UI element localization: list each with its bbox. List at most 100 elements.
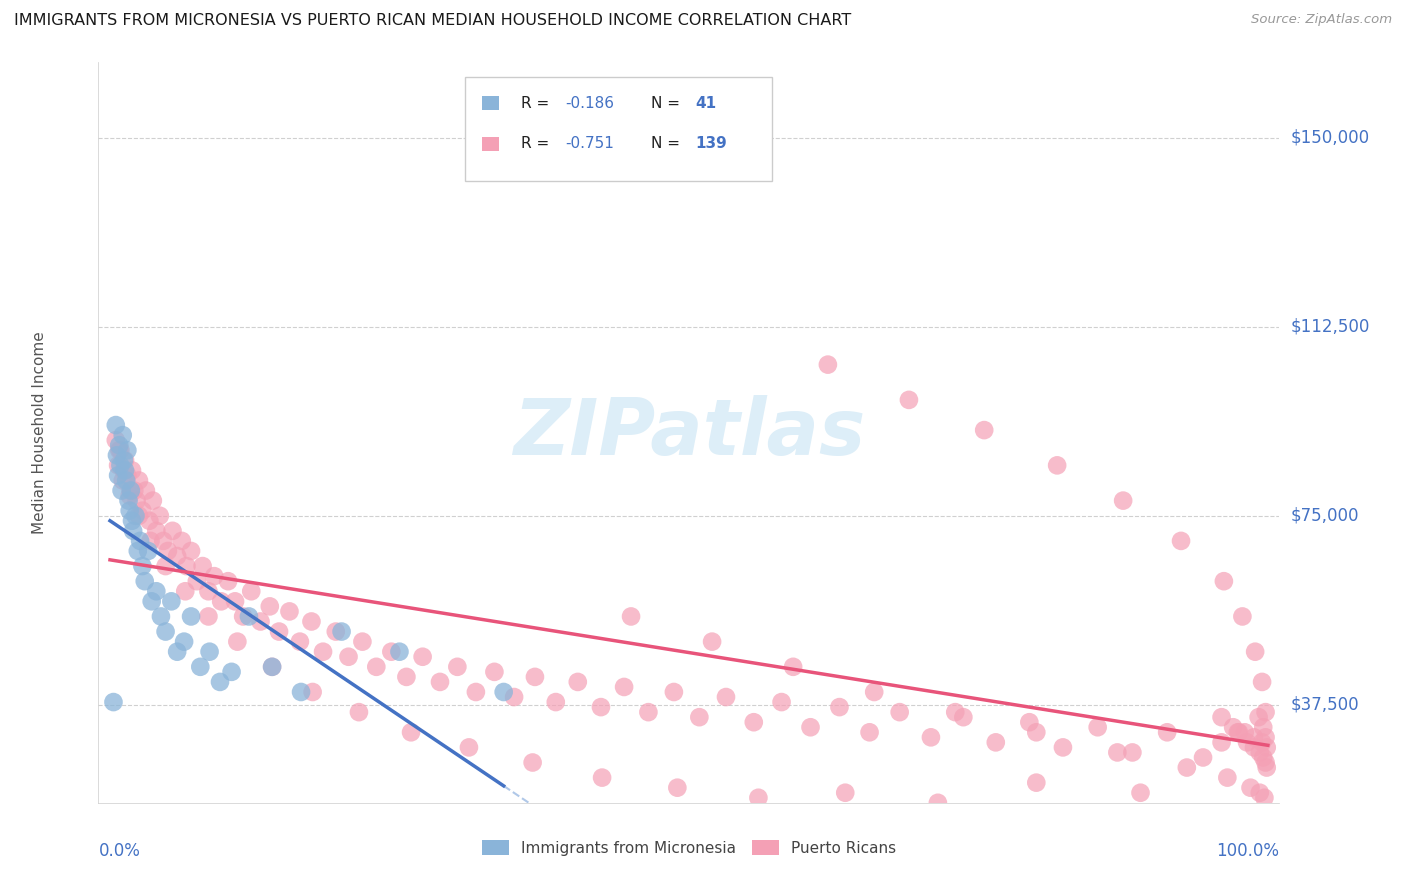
Puerto Ricans — [1249, 786, 1271, 800]
Puerto Ricans — [128, 508, 150, 523]
Text: -0.186: -0.186 — [565, 95, 614, 111]
Immigrants from Micronesia — [103, 695, 125, 709]
Text: 0.0%: 0.0% — [98, 842, 141, 860]
Puerto Ricans — [464, 685, 486, 699]
Puerto Ricans — [337, 649, 360, 664]
Immigrants from Micronesia — [141, 594, 163, 608]
Immigrants from Micronesia — [117, 443, 139, 458]
Puerto Ricans — [446, 660, 468, 674]
Immigrants from Micronesia — [114, 463, 136, 477]
Immigrants from Micronesia — [238, 609, 260, 624]
Puerto Ricans — [120, 483, 142, 498]
Puerto Ricans — [352, 634, 374, 648]
Immigrants from Micronesia — [492, 685, 515, 699]
Puerto Ricans — [111, 474, 134, 488]
Puerto Ricans — [770, 695, 793, 709]
Puerto Ricans — [240, 584, 263, 599]
Immigrants from Micronesia — [388, 645, 411, 659]
Puerto Ricans — [202, 569, 225, 583]
Puerto Ricans — [135, 483, 157, 498]
Immigrants from Micronesia — [115, 474, 138, 488]
Puerto Ricans — [1249, 746, 1271, 760]
Puerto Ricans — [104, 433, 127, 447]
Puerto Ricans — [259, 599, 281, 614]
Puerto Ricans — [700, 634, 723, 648]
Puerto Ricans — [166, 549, 188, 563]
Puerto Ricans — [112, 463, 135, 477]
Immigrants from Micronesia — [145, 584, 167, 599]
Legend: Immigrants from Micronesia, Puerto Ricans: Immigrants from Micronesia, Puerto Rican… — [475, 834, 903, 862]
Puerto Ricans — [108, 443, 131, 458]
Puerto Ricans — [834, 786, 856, 800]
Text: $112,500: $112,500 — [1291, 318, 1369, 336]
Puerto Ricans — [1087, 720, 1109, 734]
Puerto Ricans — [984, 735, 1007, 749]
Puerto Ricans — [186, 574, 208, 589]
Puerto Ricans — [817, 358, 839, 372]
Immigrants from Micronesia — [290, 685, 312, 699]
Puerto Ricans — [1156, 725, 1178, 739]
Puerto Ricans — [174, 584, 197, 599]
Puerto Ricans — [125, 493, 148, 508]
Puerto Ricans — [1170, 533, 1192, 548]
Puerto Ricans — [1243, 740, 1265, 755]
Puerto Ricans — [1232, 609, 1254, 624]
Puerto Ricans — [162, 524, 184, 538]
Text: Median Household Income: Median Household Income — [32, 331, 46, 534]
Puerto Ricans — [124, 483, 146, 498]
Puerto Ricans — [180, 544, 202, 558]
Puerto Ricans — [191, 559, 214, 574]
Puerto Ricans — [107, 458, 129, 473]
Immigrants from Micronesia — [117, 493, 139, 508]
Puerto Ricans — [799, 720, 821, 734]
Puerto Ricans — [1227, 725, 1250, 739]
Text: IMMIGRANTS FROM MICRONESIA VS PUERTO RICAN MEDIAN HOUSEHOLD INCOME CORRELATION C: IMMIGRANTS FROM MICRONESIA VS PUERTO RIC… — [14, 13, 851, 29]
Immigrants from Micronesia — [155, 624, 177, 639]
Puerto Ricans — [589, 700, 612, 714]
Text: 41: 41 — [695, 95, 716, 111]
Puerto Ricans — [1251, 750, 1274, 764]
Puerto Ricans — [121, 463, 143, 477]
Puerto Ricans — [973, 423, 995, 437]
Puerto Ricans — [312, 645, 335, 659]
Puerto Ricans — [858, 725, 880, 739]
Puerto Ricans — [1247, 710, 1270, 724]
Puerto Ricans — [170, 533, 193, 548]
Immigrants from Micronesia — [330, 624, 353, 639]
Puerto Ricans — [1243, 731, 1265, 745]
Puerto Ricans — [1256, 740, 1278, 755]
Puerto Ricans — [1052, 740, 1074, 755]
Puerto Ricans — [1256, 760, 1278, 774]
Puerto Ricans — [637, 705, 659, 719]
Puerto Ricans — [1254, 731, 1277, 745]
Immigrants from Micronesia — [107, 468, 129, 483]
Puerto Ricans — [1226, 725, 1249, 739]
Puerto Ricans — [714, 690, 737, 704]
Puerto Ricans — [262, 660, 284, 674]
Puerto Ricans — [1216, 771, 1239, 785]
Immigrants from Micronesia — [188, 660, 211, 674]
Puerto Ricans — [139, 533, 162, 548]
Puerto Ricans — [747, 790, 769, 805]
Puerto Ricans — [226, 634, 249, 648]
FancyBboxPatch shape — [482, 96, 499, 110]
Text: 139: 139 — [695, 136, 727, 152]
Puerto Ricans — [522, 756, 544, 770]
Puerto Ricans — [429, 674, 451, 689]
Puerto Ricans — [380, 645, 402, 659]
Puerto Ricans — [152, 533, 174, 548]
Text: $37,500: $37,500 — [1291, 696, 1360, 714]
Puerto Ricans — [114, 453, 136, 467]
Puerto Ricans — [484, 665, 506, 679]
Puerto Ricans — [666, 780, 689, 795]
Immigrants from Micronesia — [136, 544, 159, 558]
Puerto Ricans — [209, 594, 232, 608]
Puerto Ricans — [943, 705, 966, 719]
Immigrants from Micronesia — [160, 594, 183, 608]
Puerto Ricans — [176, 559, 198, 574]
Puerto Ricans — [1129, 786, 1152, 800]
Immigrants from Micronesia — [221, 665, 243, 679]
Puerto Ricans — [117, 468, 139, 483]
Puerto Ricans — [897, 392, 920, 407]
Puerto Ricans — [1254, 705, 1277, 719]
